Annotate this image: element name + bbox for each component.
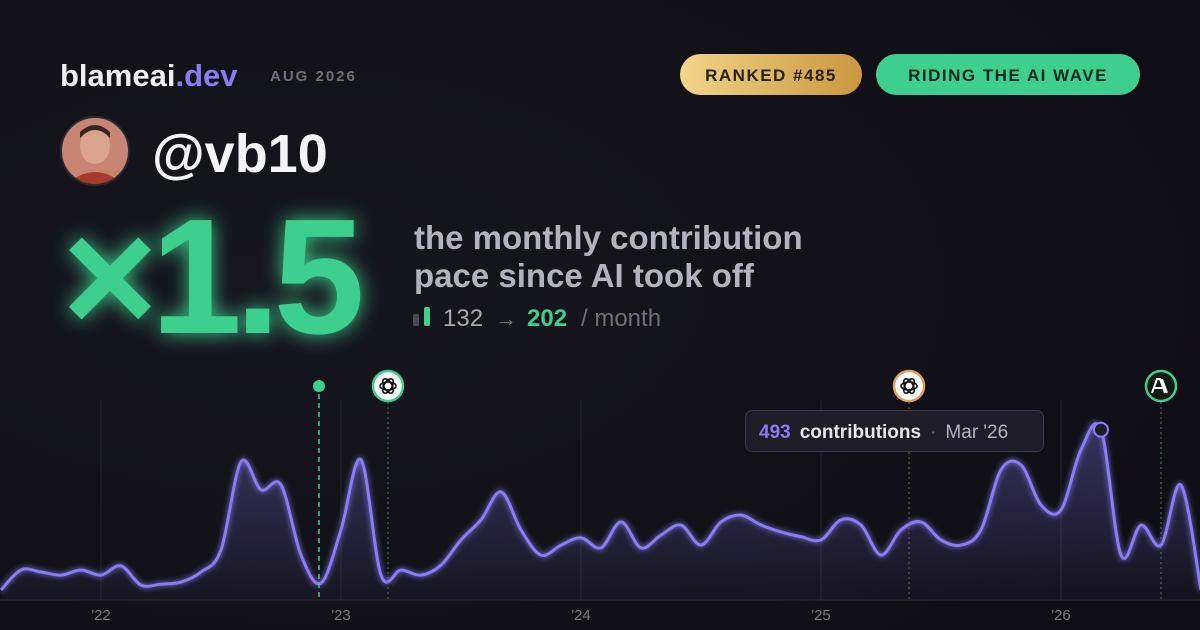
brand: blameai.dev — [60, 58, 238, 93]
brand-name: blameai — [60, 58, 175, 93]
x-tick-label: '26 — [1051, 607, 1071, 624]
tooltip-value: 493 — [759, 422, 791, 443]
openai-icon — [371, 369, 405, 403]
anthropic-icon — [1144, 369, 1178, 403]
bar-icon — [413, 314, 419, 326]
avatar-ring — [60, 116, 130, 186]
event-dot — [313, 380, 325, 392]
tooltip: 493 contributions · Mar '26 — [745, 410, 1044, 452]
status-badge-text: RIDING THE AI WAVE — [908, 66, 1108, 85]
brand-tld: .dev — [175, 58, 238, 93]
before-value: 132 — [443, 305, 483, 332]
after-value: 202 — [527, 305, 567, 332]
x-tick-label: '25 — [811, 607, 831, 624]
openai-icon — [892, 369, 926, 403]
handle: @vb10 — [152, 124, 328, 184]
x-tick-label: '24 — [571, 607, 591, 624]
rank-badge — [680, 54, 862, 95]
tooltip-box — [745, 410, 1044, 452]
event-markers — [313, 369, 1178, 600]
arrow: → — [495, 306, 517, 331]
tooltip-text: 493 contributions · Mar '26 — [759, 422, 1008, 443]
status-badge — [876, 54, 1140, 95]
x-tick-label: '22 — [91, 607, 111, 624]
highlight-point — [1093, 421, 1109, 438]
headline-line: pace since AI took off — [414, 257, 755, 294]
tooltip-label: contributions — [800, 422, 921, 443]
multiplier: ×1.5 — [62, 185, 361, 368]
line — [0, 422, 1200, 592]
unit: / month — [581, 305, 661, 332]
bar-icon — [424, 307, 430, 326]
headline-line: the monthly contribution — [414, 219, 803, 256]
tooltip-separator: · — [930, 422, 936, 443]
period: AUG 2026 — [270, 68, 357, 85]
rank-badge-text: RANKED #485 — [705, 66, 837, 85]
x-tick-label: '23 — [331, 607, 351, 624]
tooltip-category: Mar '26 — [945, 422, 1008, 443]
